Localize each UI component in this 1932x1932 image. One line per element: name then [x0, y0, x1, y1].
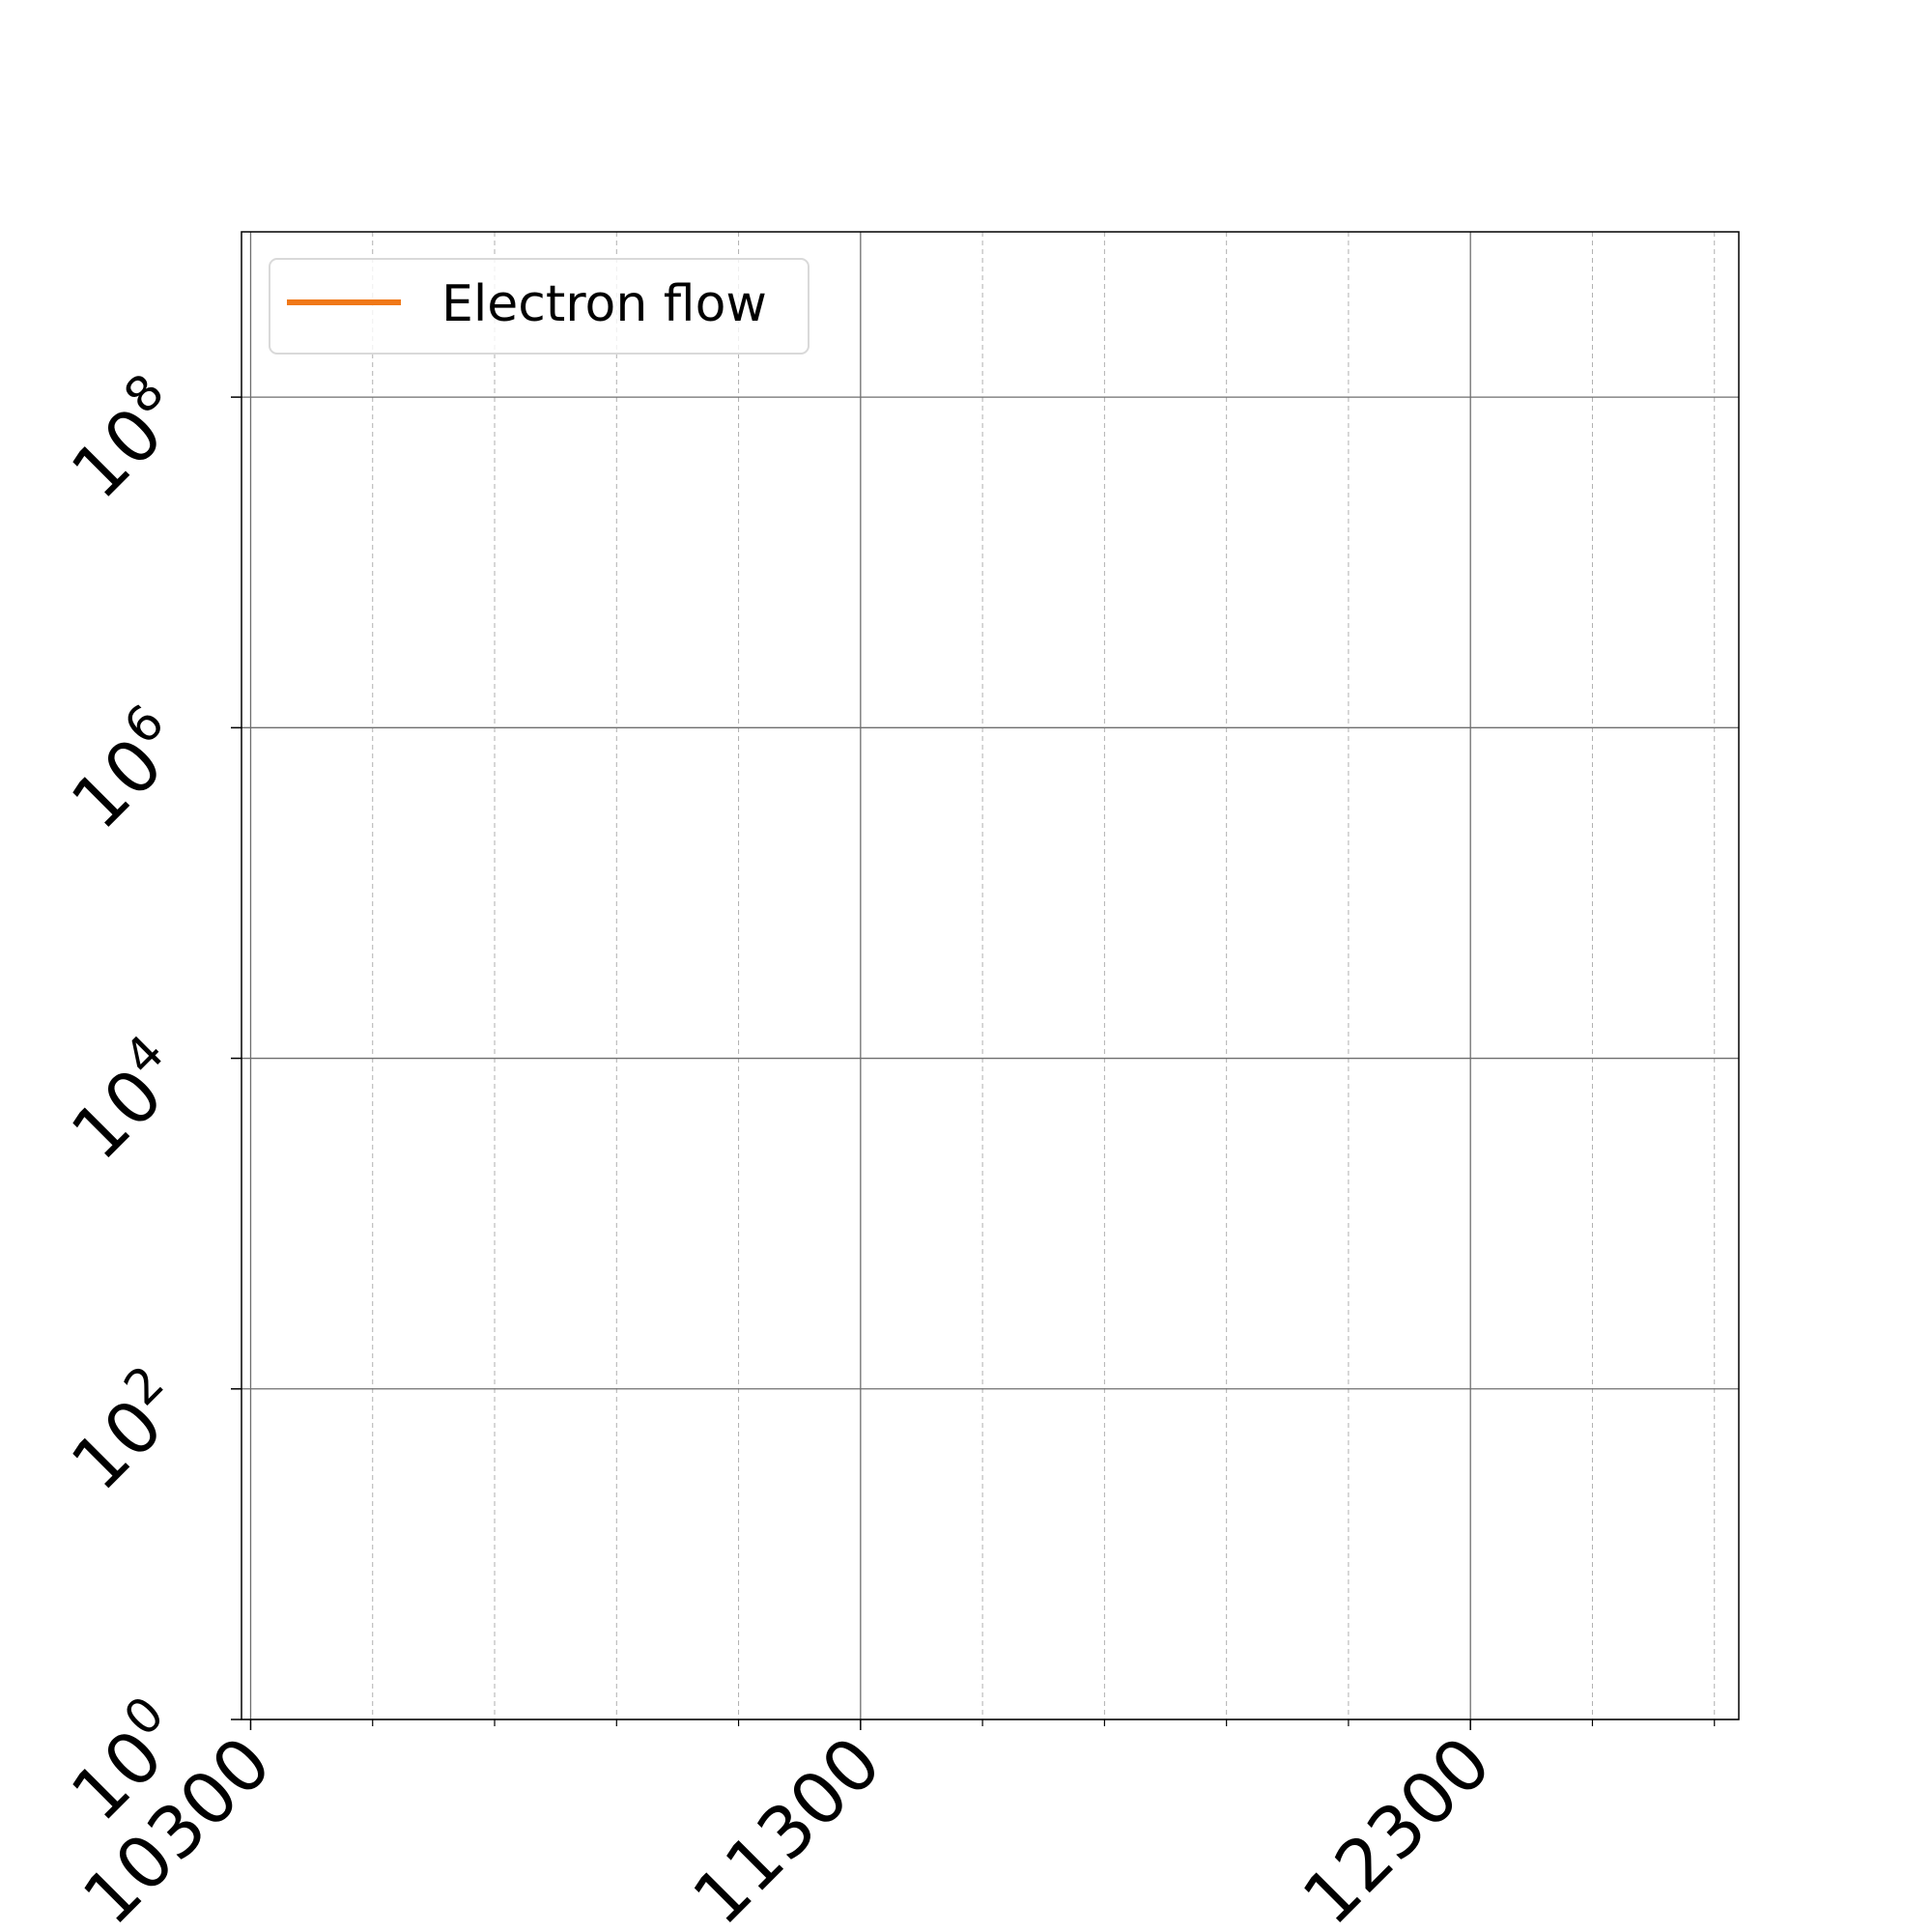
legend: Electron flow [269, 258, 810, 355]
legend-label-electron-flow: Electron flow [441, 275, 767, 333]
minor-grid [372, 232, 1716, 1719]
axis-ticks [231, 396, 1716, 1730]
plot-area-frame [241, 231, 1740, 1720]
legend-box [269, 258, 810, 355]
